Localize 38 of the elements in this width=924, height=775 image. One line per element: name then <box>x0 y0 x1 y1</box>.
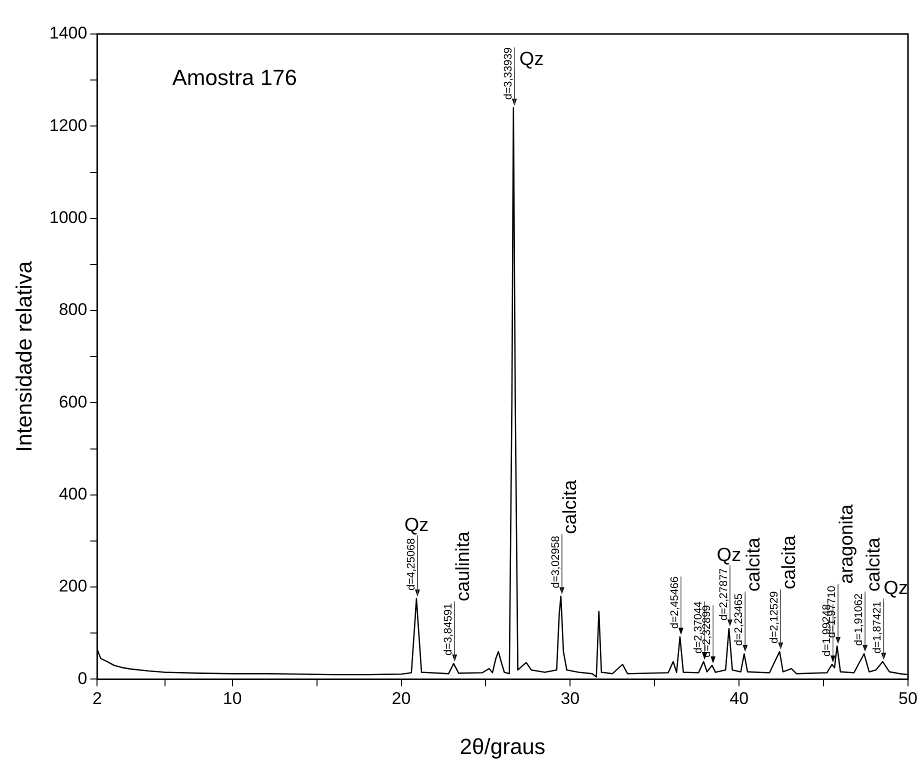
annotation: Qz <box>716 544 742 566</box>
y-tick-label: 400 <box>58 484 88 504</box>
annotation: calcita <box>560 480 582 534</box>
x-tick-label: 2 <box>92 689 102 708</box>
annotation: d=3,84591 <box>442 603 455 656</box>
y-axis-title: Intensidade relativa <box>11 260 36 452</box>
annotation: d=1,91062 <box>853 594 866 646</box>
x-tick-label: 10 <box>222 689 242 708</box>
annotation: calcita <box>743 537 764 592</box>
y-tick-label: 1400 <box>49 24 88 43</box>
annotation: d=2,23465 <box>733 594 746 646</box>
annotation: Qz <box>884 578 908 600</box>
annotation: d=4,25068 <box>405 538 418 591</box>
x-axis-title: 2θ/graus <box>460 734 546 759</box>
annotation: Amostra 176 <box>172 65 297 90</box>
y-tick-label: 800 <box>58 300 88 320</box>
annotation: caulinita <box>452 531 474 602</box>
y-tick-label: 1000 <box>49 208 88 228</box>
annotation: d=2,12529 <box>768 591 781 644</box>
annotation: Qz <box>519 49 544 70</box>
y-tick-label: 1200 <box>49 116 88 135</box>
annotation: calcita <box>778 534 800 590</box>
annotation: aragonita <box>836 504 858 584</box>
x-tick-label: 20 <box>392 689 411 708</box>
y-tick-label: 600 <box>58 392 88 412</box>
x-tick-label: 30 <box>560 689 580 708</box>
y-tick-label: 0 <box>78 668 88 688</box>
annotation: d=2,32899 <box>701 605 714 658</box>
annotation: d=3,02958 <box>550 536 562 588</box>
annotation: Qz <box>404 514 429 536</box>
x-tick-label: 50 <box>898 689 918 708</box>
annotation: d=2,27877 <box>718 568 730 621</box>
x-tick-label: 40 <box>730 689 749 708</box>
annotation: d=1,87421 <box>872 601 884 654</box>
annotation: calcita <box>863 537 884 592</box>
annotation: d=2,45466 <box>669 576 681 629</box>
annotation: d=3,33939 <box>502 47 514 100</box>
y-tick-label: 200 <box>58 576 88 596</box>
